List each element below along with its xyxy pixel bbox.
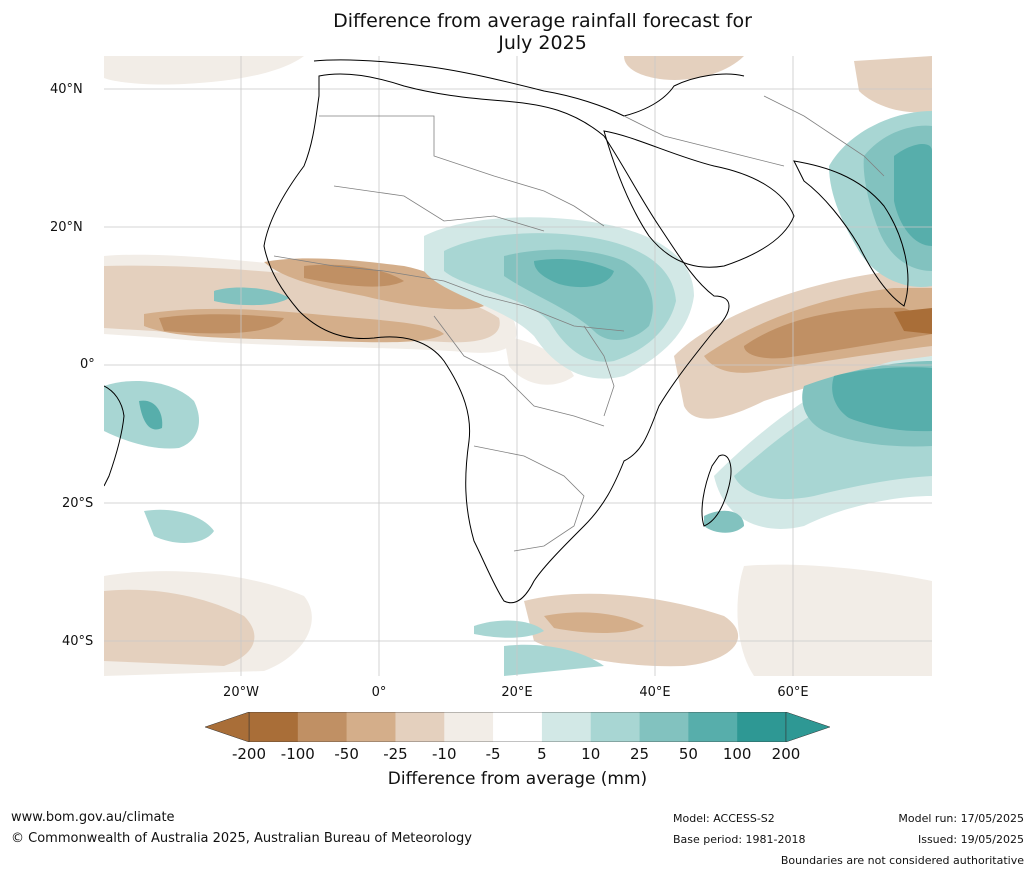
colorbar-tick-label: -200 — [231, 745, 267, 763]
lon-label-20w: 20°W — [223, 685, 259, 700]
map-canvas — [104, 56, 932, 676]
dry-band-south-atlantic-mid — [104, 589, 255, 666]
dry-band-indian-ocean-core — [744, 307, 932, 359]
lon-label-40e: 40°E — [639, 685, 671, 700]
colorbar-swatch — [688, 712, 738, 742]
footer-model-run: Model run: 17/05/2025 — [898, 812, 1024, 825]
wet-band-india-core — [894, 144, 932, 246]
colorbar-swatch — [639, 712, 689, 742]
dry-band-east-africa — [504, 336, 574, 385]
title-line-2: July 2025 — [498, 32, 587, 54]
lat-label-20n: 20°N — [50, 220, 83, 235]
lat-label-20s: 20°S — [62, 496, 94, 511]
title-line-1: Difference from average rainfall forecas… — [333, 10, 752, 32]
colorbar-tick-label: -100 — [280, 745, 315, 763]
colorbar-arrow-high — [785, 712, 830, 742]
wet-band-south-atlantic-core — [139, 400, 163, 430]
dry-band-south-of-africa-core — [544, 612, 644, 633]
footer-model: Model: ACCESS-S2 — [673, 812, 775, 825]
colorbar-tick-label: 100 — [722, 745, 752, 763]
dry-band-persia — [854, 56, 932, 113]
colorbar-tick-label: 5 — [537, 745, 547, 763]
colorbar-label: Difference from average (mm) — [387, 769, 648, 789]
border-sahara — [333, 185, 545, 232]
europe-coastline — [313, 59, 745, 117]
colorbar-swatches — [248, 712, 787, 742]
coastlines — [104, 59, 909, 604]
lon-label-60e: 60°E — [777, 685, 809, 700]
colorbar-swatch — [590, 712, 640, 742]
border-east-africa — [583, 325, 615, 417]
dry-band-mediterranean — [624, 56, 744, 80]
border-southern-africa — [473, 445, 585, 552]
dry-anomaly-areas — [104, 56, 932, 676]
colorbar-swatch — [493, 712, 543, 742]
border-central-africa — [433, 315, 605, 427]
colorbar-swatch — [346, 712, 396, 742]
colorbar-swatch — [395, 712, 445, 742]
madagascar-coastline — [701, 454, 732, 527]
rainfall-map — [104, 56, 932, 676]
footer-url[interactable]: www.bom.gov.au/climate — [11, 810, 175, 825]
dry-band-north-atlantic — [104, 56, 304, 85]
border-north-africa — [319, 115, 605, 227]
colorbar-tick-label: 50 — [678, 745, 698, 763]
wet-band-south-of-africa — [474, 620, 544, 638]
lat-label-0: 0° — [80, 357, 95, 372]
colorbar-swatch — [249, 712, 299, 742]
india-coastline — [793, 160, 909, 307]
colorbar — [205, 712, 830, 742]
colorbar-tick-label: -25 — [383, 745, 408, 763]
colorbar-swatch — [444, 712, 494, 742]
colorbar-swatch — [737, 712, 787, 742]
dry-band-arabian-sea-core — [894, 308, 932, 334]
footer-base-period: Base period: 1981-2018 — [673, 833, 806, 846]
colorbar-swatch — [297, 712, 347, 742]
colorbar-tick-label: -50 — [334, 745, 359, 763]
footer-disclaimer: Boundaries are not considered authoritat… — [780, 854, 1024, 867]
colorbar-tick-label: 10 — [581, 745, 601, 763]
wet-band-south-indian-core — [832, 367, 932, 432]
lat-label-40n: 40°N — [50, 82, 83, 97]
lon-label-0: 0° — [371, 685, 387, 700]
wet-band-madagascar-sw — [704, 510, 744, 533]
wet-band-atlantic-west — [214, 287, 289, 306]
footer-issued: Issued: 19/05/2025 — [917, 833, 1024, 846]
border-middle-east — [623, 115, 785, 167]
map-title: Difference from average rainfall forecas… — [240, 10, 845, 54]
arabia-coastline — [603, 130, 795, 268]
colorbar-tick-label: -10 — [432, 745, 457, 763]
dry-band-south-indian — [737, 564, 932, 676]
wet-band-south-atlantic-small — [144, 509, 214, 543]
south-america-coastline — [104, 385, 125, 487]
colorbar-swatch — [541, 712, 592, 742]
africa-coastline — [263, 73, 730, 604]
colorbar-tick-label: 25 — [629, 745, 650, 763]
wet-band-southern-ocean — [504, 644, 604, 676]
lon-label-20e: 20°E — [501, 685, 533, 700]
colorbar-tick-label: 200 — [771, 745, 801, 763]
colorbar-arrow-low — [205, 712, 250, 742]
wet-band-central-africa-core — [534, 259, 614, 288]
border-sahel — [273, 255, 625, 332]
footer-copyright: © Commonwealth of Australia 2025, Austra… — [11, 831, 472, 846]
gridlines — [104, 56, 932, 676]
colorbar-tick-label: -5 — [485, 745, 501, 763]
dry-band-west-africa-core — [159, 314, 284, 334]
lat-label-40s: 40°S — [62, 634, 94, 649]
border-iran-pakistan — [763, 95, 885, 177]
country-borders — [273, 95, 885, 552]
wet-anomaly-areas — [104, 111, 932, 676]
